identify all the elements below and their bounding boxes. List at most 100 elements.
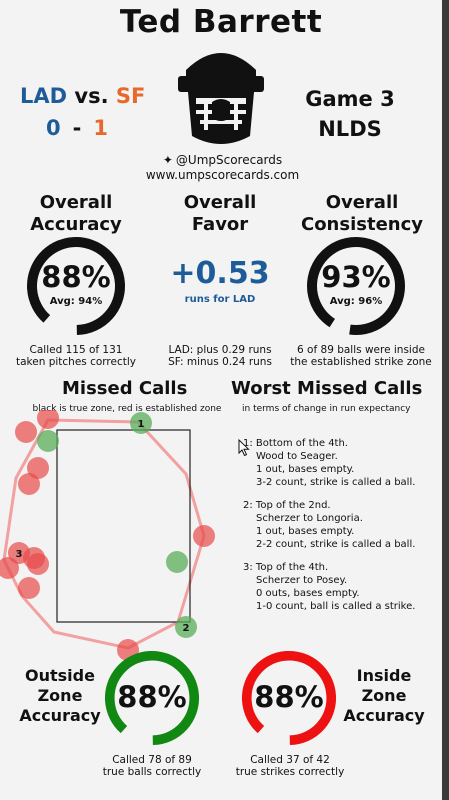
inside-zone-ring xyxy=(241,650,337,746)
umpire-mask-icon xyxy=(178,53,264,144)
missed-call-dot xyxy=(166,551,188,573)
vs-label: vs. xyxy=(74,84,109,108)
item-inning: Top of the 4th. xyxy=(255,562,329,573)
overall-favor-note-line2: SF: minus 0.24 runs xyxy=(168,356,272,368)
overall-consistency-title: Overall Consistency xyxy=(292,192,432,236)
social-info: ✦ @UmpScorecards www.umpscorecards.com xyxy=(110,153,335,183)
outside-zone-note-line2: true balls correctly xyxy=(102,766,202,778)
missed-call-label-2: 2 xyxy=(183,623,190,634)
missed-call-label-1: 1 xyxy=(138,419,145,430)
inside-zone-title: Inside Zone Accuracy xyxy=(342,666,426,726)
outside-zone-title-line3: Accuracy xyxy=(19,706,101,725)
worst-missed-item-1: 1: Bottom of the 4th. Wood to Seager. 1 … xyxy=(243,437,439,489)
item-matchup: Scherzer to Longoria. xyxy=(256,513,363,524)
overall-consistency-note-line1: 6 of 89 balls were inside xyxy=(297,344,425,356)
away-score: 0 xyxy=(46,116,61,140)
overall-consistency-note-line2: the established strike zone xyxy=(290,356,432,368)
score-dash: - xyxy=(72,116,82,140)
missed-call-dot xyxy=(130,412,152,434)
matchup: LAD vs. SF xyxy=(20,84,145,108)
outside-zone-note-line1: Called 78 of 89 xyxy=(112,754,192,766)
outside-zone-pct: 88% xyxy=(117,680,187,714)
item-matchup: Scherzer to Posey. xyxy=(256,575,348,586)
inside-zone-title-line1: Inside xyxy=(356,666,412,685)
outside-zone-title: Outside Zone Accuracy xyxy=(18,666,102,726)
inside-zone-ring-arc xyxy=(241,650,337,746)
overall-accuracy-note: Called 115 of 131 taken pitches correctl… xyxy=(6,344,146,368)
outside-zone-ring xyxy=(104,650,200,746)
overall-favor-title-line2: Favor xyxy=(191,214,249,235)
overall-favor-title-line1: Overall xyxy=(183,192,257,213)
overall-favor-value: +0.53 xyxy=(170,256,270,291)
inside-zone-note-line2: true strikes correctly xyxy=(235,766,345,778)
missed-calls-subtitle: black is true zone, red is established z… xyxy=(32,404,222,414)
inside-zone-title-line2: Zone xyxy=(361,686,407,705)
inside-zone-pct: 88% xyxy=(254,680,324,714)
window-edge xyxy=(442,0,449,800)
missed-call-dot xyxy=(15,421,37,443)
inside-zone-note: Called 37 of 42 true strikes correctly xyxy=(222,754,358,778)
worst-missed-item-3: 3: Top of the 4th. Scherzer to Posey. 0 … xyxy=(243,561,439,613)
missed-call-dot xyxy=(175,616,197,638)
outside-zone-note: Called 78 of 89 true balls correctly xyxy=(84,754,220,778)
overall-favor-note-line1: LAD: plus 0.29 runs xyxy=(168,344,272,356)
overall-accuracy-title-line2: Accuracy xyxy=(30,214,122,235)
overall-accuracy-avg: Avg: 94% xyxy=(49,296,103,307)
outside-zone-title-line1: Outside xyxy=(25,666,95,685)
missed-call-dot xyxy=(193,525,215,547)
series-name: NLDS xyxy=(318,117,382,141)
missed-call-dot xyxy=(18,577,40,599)
item-situation: 1 out, bases empty. xyxy=(256,526,355,537)
item-inning: Top of the 2nd. xyxy=(255,500,331,511)
twitter-icon: ✦ xyxy=(162,153,173,167)
game-score: 0-1 xyxy=(46,116,108,140)
overall-accuracy-ring-arc xyxy=(26,237,125,335)
worst-missed-item-2: 2: Top of the 2nd. Scherzer to Longoria.… xyxy=(243,499,439,551)
overall-accuracy-ring xyxy=(26,237,125,335)
overall-accuracy-title: Overall Accuracy xyxy=(12,192,140,236)
missed-calls-title: Missed Calls xyxy=(62,378,188,399)
worst-missed-title: Worst Missed Calls xyxy=(231,378,423,399)
worst-missed-list: 1: Bottom of the 4th. Wood to Seager. 1 … xyxy=(243,437,439,623)
overall-consistency-pct: 93% xyxy=(321,260,391,294)
inside-zone-title-line3: Accuracy xyxy=(343,706,425,725)
overall-consistency-title-line2: Consistency xyxy=(300,214,424,235)
twitter-handle: @UmpScorecards xyxy=(175,153,283,167)
home-score: 1 xyxy=(93,116,108,140)
item-matchup: Wood to Seager. xyxy=(256,451,338,462)
missed-call-dot xyxy=(37,410,59,429)
item-call: 3-2 count, strike is called a ball. xyxy=(256,477,416,488)
overall-accuracy-pct: 88% xyxy=(41,260,111,294)
overall-favor-title: Overall Favor xyxy=(155,192,285,236)
item-number: 2: xyxy=(243,500,253,511)
missed-call-dot xyxy=(0,557,19,579)
overall-favor-note: LAD: plus 0.29 runs SF: minus 0.24 runs xyxy=(150,344,290,368)
item-number: 3: xyxy=(243,562,253,573)
overall-favor-sub: runs for LAD xyxy=(184,294,256,305)
website: www.umpscorecards.com xyxy=(145,168,300,182)
established-zone xyxy=(2,418,206,650)
item-inning: Bottom of the 4th. xyxy=(255,438,348,449)
away-team: LAD xyxy=(20,84,68,108)
outside-zone-ring-arc xyxy=(104,650,200,746)
overall-consistency-note: 6 of 89 balls were inside the establishe… xyxy=(286,344,436,368)
home-team: SF xyxy=(115,84,146,108)
true-zone xyxy=(56,429,191,623)
overall-consistency-title-line1: Overall xyxy=(325,192,399,213)
overall-consistency-avg: Avg: 96% xyxy=(329,296,383,307)
item-number: 1: xyxy=(243,438,253,449)
overall-accuracy-note-line1: Called 115 of 131 xyxy=(29,344,123,356)
overall-accuracy-title-line1: Overall xyxy=(39,192,113,213)
overall-accuracy-note-line2: taken pitches correctly xyxy=(15,356,136,368)
missed-call-dot xyxy=(27,457,49,479)
missed-call-label-3: 3 xyxy=(16,549,23,560)
missed-call-dot xyxy=(37,430,59,452)
overall-consistency-ring xyxy=(307,237,405,335)
missed-call-dot xyxy=(18,473,40,495)
outside-zone-title-line2: Zone xyxy=(37,686,83,705)
worst-missed-subtitle: in terms of change in run expectancy xyxy=(242,404,411,414)
missed-call-dot xyxy=(27,553,49,575)
game-number: Game 3 xyxy=(305,87,395,111)
item-situation: 0 outs, bases empty. xyxy=(256,588,360,599)
inside-zone-note-line1: Called 37 of 42 xyxy=(250,754,330,766)
